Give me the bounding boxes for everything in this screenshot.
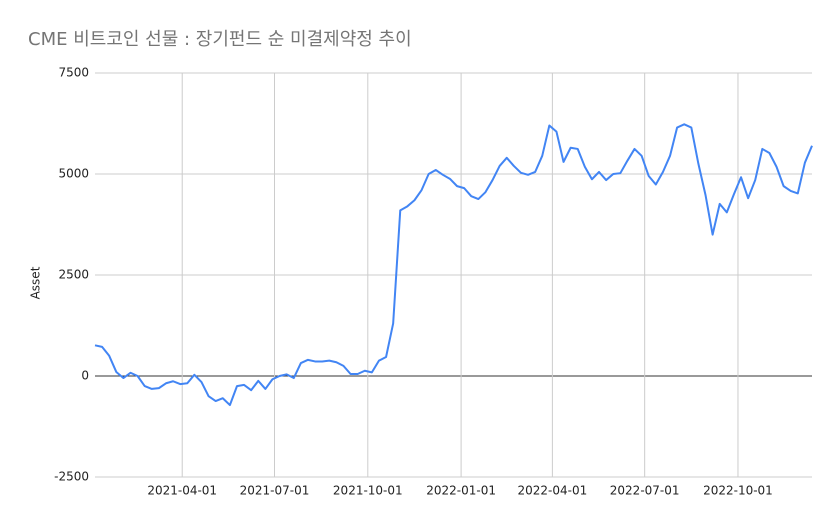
y-tick-label: 5000 bbox=[58, 167, 89, 181]
x-tick-label: 2022-10-01 bbox=[703, 484, 773, 498]
y-tick-label: 7500 bbox=[58, 66, 89, 80]
x-tick-label: 2022-04-01 bbox=[518, 484, 588, 498]
y-tick-label: -2500 bbox=[54, 470, 89, 484]
data-line bbox=[94, 123, 813, 407]
x-tick-label: 2021-04-01 bbox=[147, 484, 217, 498]
x-tick-label: 2021-10-01 bbox=[333, 484, 403, 498]
x-tick-label: 2022-01-01 bbox=[426, 484, 496, 498]
y-tick-label: 2500 bbox=[58, 268, 89, 282]
x-tick-label: 2022-07-01 bbox=[610, 484, 680, 498]
y-tick-label: 0 bbox=[81, 369, 89, 383]
chart-title: CME 비트코인 선물 : 장기펀드 순 미결제약정 추이 bbox=[28, 29, 412, 50]
x-tick-label: 2021-07-01 bbox=[240, 484, 310, 498]
y-axis-label: Asset bbox=[29, 266, 43, 299]
